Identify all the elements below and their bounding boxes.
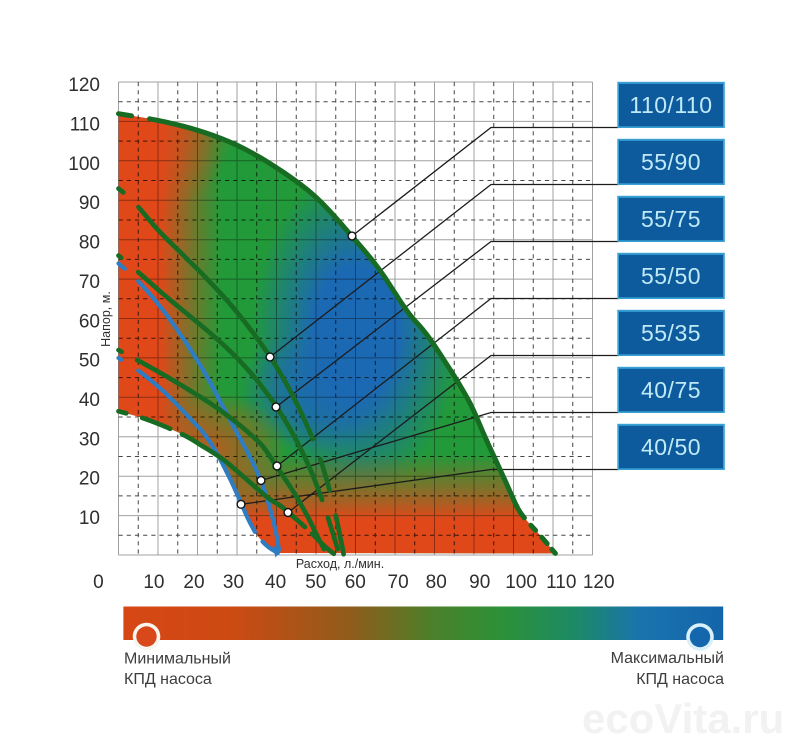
svg-text:55/75: 55/75 <box>641 206 701 232</box>
svg-text:10: 10 <box>143 572 164 593</box>
svg-text:70: 70 <box>388 572 409 593</box>
svg-text:20: 20 <box>79 469 100 490</box>
svg-text:ecoVita.ru: ecoVita.ru <box>582 695 784 742</box>
svg-text:Расход, л./мин.: Расход, л./мин. <box>296 557 384 571</box>
svg-text:110/110: 110/110 <box>629 92 712 118</box>
svg-text:0: 0 <box>93 572 104 593</box>
svg-text:120: 120 <box>583 572 615 593</box>
svg-text:30: 30 <box>223 572 244 593</box>
svg-text:70: 70 <box>79 272 100 293</box>
svg-text:КПД насоса: КПД насоса <box>636 671 724 688</box>
svg-text:40: 40 <box>79 390 100 411</box>
svg-text:100: 100 <box>505 572 537 593</box>
svg-text:Напор, м.: Напор, м. <box>99 291 113 347</box>
svg-text:60: 60 <box>79 311 100 332</box>
svg-text:110: 110 <box>546 572 576 593</box>
svg-text:80: 80 <box>426 572 447 593</box>
svg-text:50: 50 <box>79 351 100 372</box>
svg-text:100: 100 <box>68 154 100 175</box>
svg-text:60: 60 <box>345 572 366 593</box>
svg-text:50: 50 <box>305 572 326 593</box>
svg-text:40: 40 <box>265 572 286 593</box>
svg-text:10: 10 <box>79 508 100 529</box>
svg-text:55/50: 55/50 <box>641 263 701 289</box>
svg-text:55/90: 55/90 <box>641 149 701 175</box>
svg-text:120: 120 <box>68 75 100 96</box>
svg-text:40/50: 40/50 <box>641 434 701 460</box>
svg-text:55/35: 55/35 <box>641 320 701 346</box>
svg-text:30: 30 <box>79 429 100 450</box>
svg-text:Минимальный: Минимальный <box>124 651 231 668</box>
svg-text:90: 90 <box>79 193 100 214</box>
svg-text:80: 80 <box>79 233 100 254</box>
svg-text:110: 110 <box>70 115 100 136</box>
svg-text:Максимальный: Максимальный <box>611 650 724 667</box>
svg-text:90: 90 <box>469 572 490 593</box>
svg-text:40/75: 40/75 <box>641 377 701 403</box>
svg-text:КПД насоса: КПД насоса <box>124 671 212 688</box>
svg-text:20: 20 <box>183 572 204 593</box>
